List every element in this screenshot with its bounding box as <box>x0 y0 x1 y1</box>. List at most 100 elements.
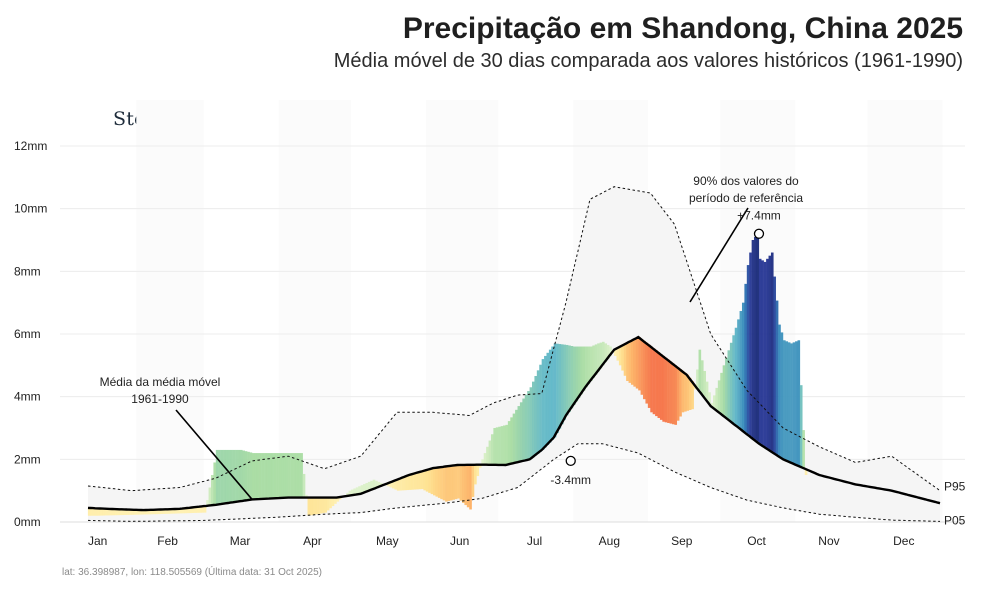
anomaly-bar-day-211 <box>568 345 571 412</box>
anomaly-bar-day-146 <box>411 474 414 490</box>
anomaly-bar-day-169 <box>466 464 470 508</box>
x-tick-oct: Oct <box>747 534 766 548</box>
historical-band <box>88 186 940 522</box>
anomaly-bar-day-308 <box>802 430 805 468</box>
x-tick-may: May <box>376 534 399 548</box>
anomaly-bar-day-301 <box>785 341 789 461</box>
anomaly-bar-day-244 <box>647 344 651 408</box>
anomaly-bar-day-81 <box>254 453 258 500</box>
anomaly-bar-day-41 <box>157 509 161 515</box>
anomaly-bar-day-250 <box>662 355 665 422</box>
anomaly-bar-day-98 <box>295 453 299 498</box>
anomaly-bar-day-32 <box>136 509 139 515</box>
anomaly-bar-day-51 <box>182 508 185 514</box>
anomaly-bar-day-300 <box>783 340 786 460</box>
anomaly-bar-day-30 <box>131 509 134 515</box>
anomaly-bar-day-22 <box>112 509 115 516</box>
anomaly-bar-day-156 <box>435 467 439 497</box>
x-tick-feb: Feb <box>157 534 178 548</box>
anomaly-bar-day-33 <box>138 509 142 515</box>
anomaly-bar-day-152 <box>425 470 429 492</box>
anomaly-bar-day-75 <box>239 449 243 502</box>
anomaly-bar-day-26 <box>121 509 125 516</box>
anomaly-bar-day-57 <box>196 506 200 513</box>
anomaly-bar-day-198 <box>536 370 540 454</box>
y-axis-ticks: 0mm 2mm 4mm 6mm 8mm 10mm 12mm <box>14 139 47 529</box>
max-anomaly-label: +7.4mm <box>737 209 781 223</box>
anomaly-bar-day-114 <box>334 497 337 504</box>
anomaly-bar-day-303 <box>790 343 793 463</box>
anomaly-bar-day-243 <box>645 342 649 404</box>
anomaly-bar-day-259 <box>684 372 687 412</box>
anomaly-bar-day-305 <box>795 341 798 465</box>
anomaly-bar-day-58 <box>198 506 202 513</box>
anomaly-bar-day-55 <box>191 507 195 513</box>
y-tick-label: 0mm <box>14 515 41 529</box>
anomaly-bar-day-140 <box>396 479 400 491</box>
anomaly-bar-day-192 <box>522 398 525 462</box>
anomaly-bar-day-309 <box>804 468 808 475</box>
anomaly-bar-day-291 <box>761 260 764 446</box>
anomaly-bar-day-40 <box>155 509 159 515</box>
anomaly-bar-day-193 <box>524 394 528 461</box>
anomaly-bar-day-184 <box>503 425 506 465</box>
anomaly-bar-day-273 <box>717 380 721 412</box>
min-anomaly-label: -3.4mm <box>550 473 591 487</box>
anomaly-bar-day-214 <box>575 346 579 402</box>
anomaly-bar-day-100 <box>300 453 303 498</box>
anomaly-bar-day-19 <box>104 508 108 516</box>
footer-note: lat: 36.398987, lon: 118.505569 (Última … <box>62 567 322 578</box>
anomaly-bar-day-72 <box>232 449 236 503</box>
anomaly-bar-day-144 <box>406 475 410 491</box>
anomaly-bar-day-108 <box>319 497 323 514</box>
anomaly-bar-day-21 <box>109 508 113 516</box>
anomaly-bar-day-235 <box>626 343 629 381</box>
anomaly-bar-day-163 <box>452 465 455 500</box>
anomaly-bar-day-200 <box>541 359 545 450</box>
anomaly-bar-day-271 <box>713 395 716 408</box>
anomaly-bar-day-249 <box>659 354 663 420</box>
y-tick-label: 8mm <box>14 264 41 278</box>
anomaly-bar-day-101 <box>302 473 306 498</box>
anomaly-bar-day-69 <box>225 449 229 504</box>
anomaly-bar-day-85 <box>264 453 267 499</box>
anomaly-bar-day-82 <box>256 453 260 500</box>
anomaly-bar-day-155 <box>433 468 436 496</box>
anomaly-bar-day-226 <box>604 343 608 363</box>
anomaly-bar-day-122 <box>353 488 357 495</box>
anomaly-bar-day-28 <box>126 509 130 515</box>
anomaly-bar-day-23 <box>114 509 118 516</box>
anomaly-bar-day-258 <box>681 370 685 413</box>
anomaly-bar-day-102 <box>305 494 308 498</box>
anomaly-bar-day-210 <box>565 344 569 416</box>
anomaly-bar-day-257 <box>679 369 682 417</box>
anomaly-bar-day-182 <box>498 426 501 465</box>
anomaly-bar-day-48 <box>174 509 178 514</box>
anomaly-bar-day-207 <box>558 344 562 429</box>
anomaly-bar-day-253 <box>669 361 673 424</box>
anomaly-bar-day-129 <box>370 480 373 491</box>
anomaly-bar-day-187 <box>510 417 513 464</box>
anomaly-bar-day-151 <box>423 470 426 491</box>
anomaly-bar-day-124 <box>358 486 361 495</box>
anomaly-bar-day-66 <box>218 449 221 505</box>
anomaly-bar-day-293 <box>766 258 769 449</box>
anomaly-bar-day-206 <box>556 343 559 434</box>
anomaly-bar-day-44 <box>165 509 168 514</box>
anomaly-bar-day-228 <box>609 346 612 356</box>
anomaly-bar-day-95 <box>288 453 291 498</box>
anomaly-bar-day-162 <box>449 465 453 501</box>
anomaly-bar-day-64 <box>213 462 217 506</box>
anomaly-bar-day-231 <box>616 348 620 361</box>
anomaly-bar-day-203 <box>548 349 552 443</box>
anomaly-bar-day-234 <box>623 344 627 376</box>
anomaly-bar-day-109 <box>322 497 325 514</box>
anomaly-bar-day-217 <box>582 346 586 391</box>
anomaly-bar-day-157 <box>437 467 441 498</box>
anomaly-bar-day-46 <box>169 509 173 514</box>
anomaly-bar-day-242 <box>643 340 646 400</box>
anomaly-bar-day-47 <box>172 509 175 514</box>
anomaly-bar-day-125 <box>360 485 364 494</box>
anomaly-bar-day-213 <box>573 346 576 405</box>
